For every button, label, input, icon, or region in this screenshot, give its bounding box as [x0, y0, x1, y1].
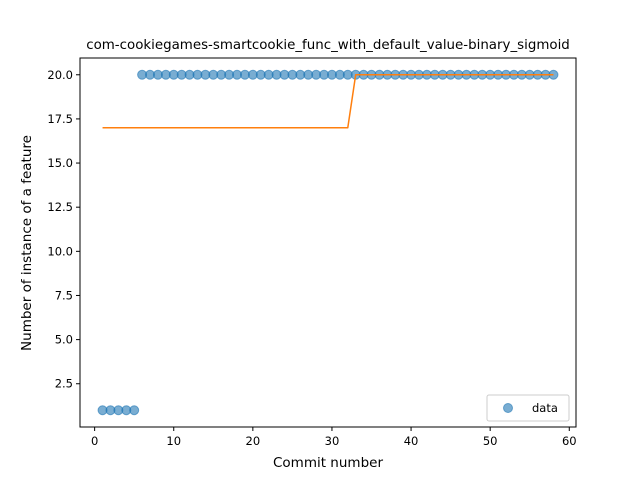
legend-marker-data	[503, 403, 513, 413]
x-tick-label: 60	[562, 434, 577, 448]
trend-line	[102, 74, 554, 129]
x-tick-label: 30	[325, 434, 340, 448]
x-tick-label: 0	[91, 434, 98, 448]
y-axis-label: Number of instance of a feature	[19, 135, 35, 351]
axes	[79, 57, 577, 428]
x-tick-label: 10	[166, 434, 181, 448]
legend-box	[486, 394, 570, 422]
y-tick-label: 15.0	[47, 156, 73, 170]
y-tick-label: 2.5	[55, 377, 73, 391]
chart-title: com-cookiegames-smartcookie_func_with_de…	[86, 38, 570, 53]
x-axis-label: Commit number	[273, 455, 383, 471]
y-tick-label: 5.0	[55, 333, 73, 347]
y-tick-label: 12.5	[47, 200, 73, 214]
y-tick-label: 10.0	[47, 244, 73, 258]
y-tick-label: 20.0	[47, 68, 73, 82]
ticks: 0 10 20 30 40 50 60 2.5 5.0 7.5 10.0 12.5 15.0 17.5 20…	[47, 68, 576, 448]
plot-content	[97, 69, 559, 416]
y-tick-label: 17.5	[47, 112, 73, 126]
y-tick-label: 7.5	[55, 288, 73, 302]
x-tick-label: 40	[404, 434, 419, 448]
x-tick-label: 20	[246, 434, 261, 448]
x-tick-label: 50	[483, 434, 498, 448]
plot-frame	[79, 57, 577, 428]
legend: data	[486, 394, 570, 422]
legend-label-data: data	[532, 401, 558, 415]
data-point	[129, 405, 140, 416]
